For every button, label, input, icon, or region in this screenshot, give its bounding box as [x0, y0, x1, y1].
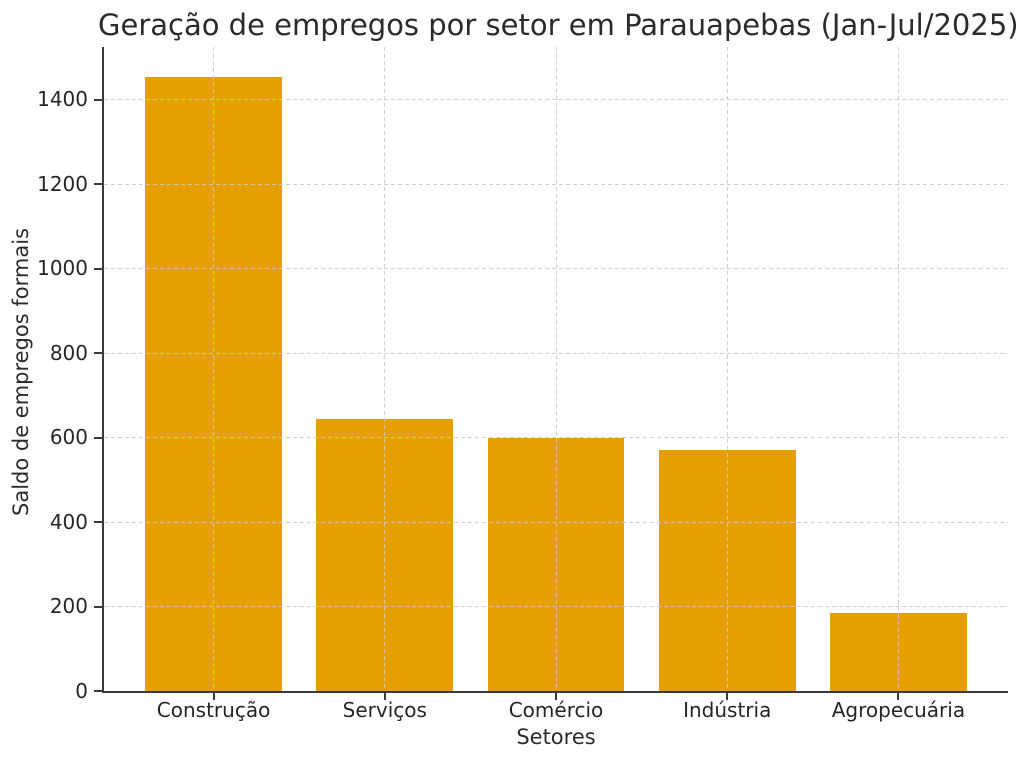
y-tick: [94, 436, 102, 439]
x-axis-spine: [102, 691, 1008, 693]
x-tick: [726, 692, 729, 700]
x-tick-label: Agropecuária: [831, 698, 966, 722]
grid-line-v: [555, 47, 557, 691]
grid-line-v: [384, 47, 386, 691]
y-tick: [94, 98, 102, 101]
y-axis-label: Saldo de empregos formais: [9, 227, 33, 517]
y-tick-label: 800: [49, 340, 88, 365]
x-tick-label: Indústria: [683, 698, 772, 722]
y-tick: [94, 605, 102, 608]
y-axis-spine: [102, 47, 104, 693]
x-tick-label: Comércio: [508, 698, 604, 722]
chart-title: Geração de empregos por setor em Parauap…: [98, 8, 1019, 42]
x-tick-label: Serviços: [342, 698, 427, 722]
y-tick-label: 200: [49, 594, 88, 619]
y-tick-label: 1000: [37, 256, 88, 281]
y-tick: [94, 352, 102, 355]
x-tick: [555, 692, 557, 700]
y-tick-label: 0: [75, 678, 88, 703]
x-tick: [383, 692, 386, 700]
x-tick: [897, 692, 900, 700]
y-tick-label: 600: [49, 425, 88, 450]
y-tick-label: 400: [49, 509, 88, 534]
y-tick: [94, 183, 102, 186]
x-axis-label: Setores: [516, 725, 596, 749]
y-tick: [94, 690, 102, 692]
x-tick-label: Construção: [156, 698, 271, 722]
y-tick-label: 1400: [37, 87, 88, 112]
x-tick: [212, 692, 215, 700]
grid-line-v: [726, 47, 728, 691]
grid-line-v: [897, 47, 899, 691]
y-tick: [94, 521, 102, 524]
grid-line-v: [213, 47, 215, 691]
y-tick-label: 1200: [37, 171, 88, 196]
y-tick: [94, 267, 102, 270]
